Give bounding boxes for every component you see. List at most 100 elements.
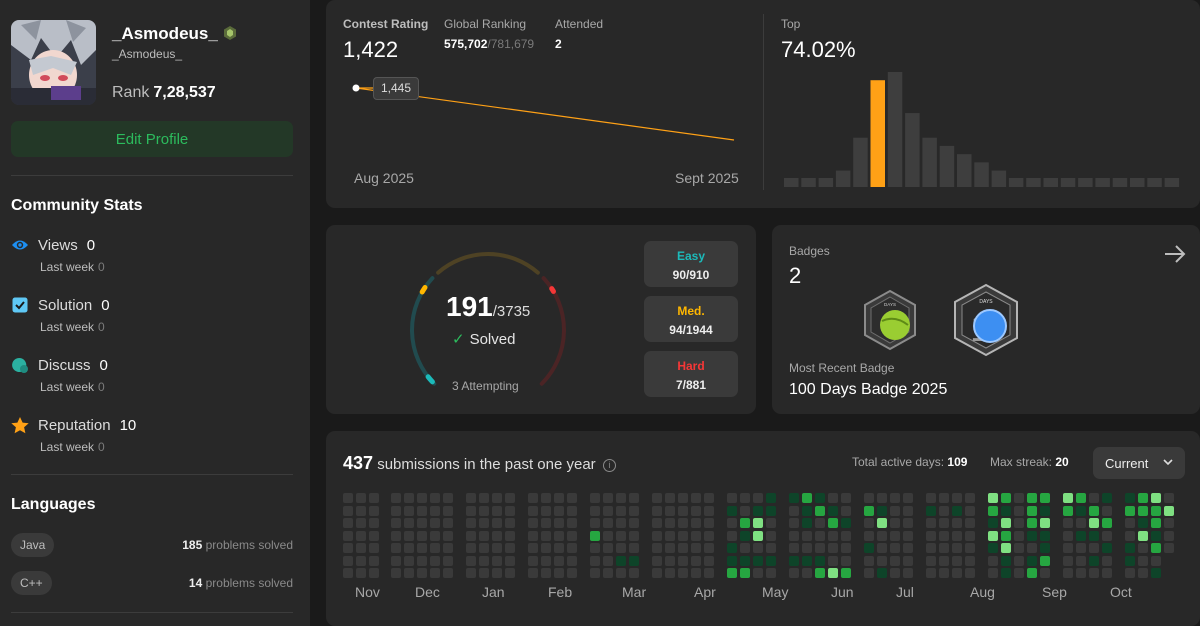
heatmap-cell[interactable] <box>1164 518 1174 528</box>
heatmap-cell[interactable] <box>988 493 998 503</box>
heatmap-cell[interactable] <box>1138 493 1148 503</box>
heatmap-cell[interactable] <box>1138 505 1148 516</box>
heatmap-cell[interactable] <box>528 543 538 553</box>
heatmap-cell[interactable] <box>1001 493 1011 503</box>
heatmap-cell[interactable] <box>1014 518 1024 528</box>
heatmap-cell[interactable] <box>1164 530 1174 541</box>
heatmap-cell[interactable] <box>678 568 688 578</box>
heatmap-cell[interactable] <box>1076 505 1086 516</box>
heatmap-cell[interactable] <box>1138 568 1148 578</box>
heatmap-cell[interactable] <box>479 518 489 528</box>
heatmap-cell[interactable] <box>417 555 427 566</box>
heatmap-cell[interactable] <box>877 493 887 503</box>
heatmap-cell[interactable] <box>864 568 874 578</box>
heatmap-cell[interactable] <box>740 555 750 566</box>
heatmap-cell[interactable] <box>704 493 714 503</box>
heatmap-cell[interactable] <box>665 555 675 566</box>
heatmap-cell[interactable] <box>567 568 577 578</box>
heatmap-cell[interactable] <box>629 505 639 516</box>
heatmap-cell[interactable] <box>616 493 626 503</box>
heatmap-cell[interactable] <box>939 543 949 553</box>
heatmap-cell[interactable] <box>802 530 812 541</box>
difficulty-easy[interactable]: Easy 90/910 <box>644 241 738 287</box>
heatmap-cell[interactable] <box>665 505 675 516</box>
heatmap-cell[interactable] <box>391 493 401 503</box>
heatmap-cell[interactable] <box>603 543 613 553</box>
heatmap-cell[interactable] <box>815 518 825 528</box>
heatmap-cell[interactable] <box>1102 555 1112 566</box>
heatmap-cell[interactable] <box>430 568 440 578</box>
heatmap-cell[interactable] <box>554 568 564 578</box>
heatmap-cell[interactable] <box>704 568 714 578</box>
heatmap-cell[interactable] <box>1040 518 1050 528</box>
heatmap-cell[interactable] <box>704 555 714 566</box>
heatmap-cell[interactable] <box>753 493 763 503</box>
heatmap-cell[interactable] <box>704 505 714 516</box>
heatmap-cell[interactable] <box>1125 518 1135 528</box>
heatmap-cell[interactable] <box>541 518 551 528</box>
heatmap-cell[interactable] <box>343 518 353 528</box>
heatmap-cell[interactable] <box>443 568 453 578</box>
heatmap-cell[interactable] <box>753 555 763 566</box>
heatmap-cell[interactable] <box>417 543 427 553</box>
heatmap-cell[interactable] <box>877 555 887 566</box>
heatmap-cell[interactable] <box>343 555 353 566</box>
heatmap-cell[interactable] <box>629 543 639 553</box>
heatmap-cell[interactable] <box>665 543 675 553</box>
heatmap-cell[interactable] <box>430 543 440 553</box>
heatmap-cell[interactable] <box>430 493 440 503</box>
heatmap-cell[interactable] <box>740 543 750 553</box>
heatmap-cell[interactable] <box>505 493 515 503</box>
heatmap-cell[interactable] <box>864 555 874 566</box>
heatmap-cell[interactable] <box>590 505 600 516</box>
heatmap-cell[interactable] <box>505 543 515 553</box>
heatmap-cell[interactable] <box>789 530 799 541</box>
heatmap-cell[interactable] <box>369 568 379 578</box>
heatmap-cell[interactable] <box>1063 493 1073 503</box>
heatmap-cell[interactable] <box>678 518 688 528</box>
heatmap-cell[interactable] <box>1040 555 1050 566</box>
heatmap-cell[interactable] <box>554 493 564 503</box>
heatmap-cell[interactable] <box>1001 555 1011 566</box>
heatmap-cell[interactable] <box>766 518 776 528</box>
heatmap-cell[interactable] <box>877 505 887 516</box>
heatmap-cell[interactable] <box>356 493 366 503</box>
heatmap-cell[interactable] <box>1125 505 1135 516</box>
heatmap-cell[interactable] <box>1063 543 1073 553</box>
heatmap-cell[interactable] <box>740 505 750 516</box>
heatmap-cell[interactable] <box>369 555 379 566</box>
arrow-right-icon[interactable] <box>1162 241 1188 267</box>
heatmap-cell[interactable] <box>369 505 379 516</box>
heatmap-cell[interactable] <box>1125 493 1135 503</box>
heatmap-cell[interactable] <box>1125 568 1135 578</box>
heatmap-cell[interactable] <box>391 518 401 528</box>
heatmap-cell[interactable] <box>815 505 825 516</box>
heatmap-cell[interactable] <box>466 505 476 516</box>
heatmap-cell[interactable] <box>567 543 577 553</box>
heatmap-cell[interactable] <box>590 555 600 566</box>
heatmap-cell[interactable] <box>965 493 975 503</box>
heatmap-cell[interactable] <box>1027 543 1037 553</box>
heatmap-cell[interactable] <box>541 505 551 516</box>
heatmap-cell[interactable] <box>492 543 502 553</box>
heatmap-cell[interactable] <box>864 518 874 528</box>
heatmap-cell[interactable] <box>505 518 515 528</box>
heatmap-cell[interactable] <box>802 555 812 566</box>
heatmap-cell[interactable] <box>492 493 502 503</box>
language-tag-cpp[interactable]: C++ <box>11 571 52 595</box>
heatmap-cell[interactable] <box>1164 493 1174 503</box>
heatmap-cell[interactable] <box>369 518 379 528</box>
heatmap-cell[interactable] <box>678 493 688 503</box>
heatmap-cell[interactable] <box>841 493 851 503</box>
heatmap-cell[interactable] <box>841 543 851 553</box>
heatmap-cell[interactable] <box>505 530 515 541</box>
info-icon[interactable]: i <box>602 459 616 472</box>
heatmap-cell[interactable] <box>443 493 453 503</box>
heatmap-cell[interactable] <box>430 505 440 516</box>
heatmap-cell[interactable] <box>391 543 401 553</box>
heatmap-cell[interactable] <box>952 568 962 578</box>
heatmap-cell[interactable] <box>1138 518 1148 528</box>
heatmap-cell[interactable] <box>965 505 975 516</box>
heatmap-cell[interactable] <box>1102 493 1112 503</box>
heatmap-cell[interactable] <box>926 518 936 528</box>
